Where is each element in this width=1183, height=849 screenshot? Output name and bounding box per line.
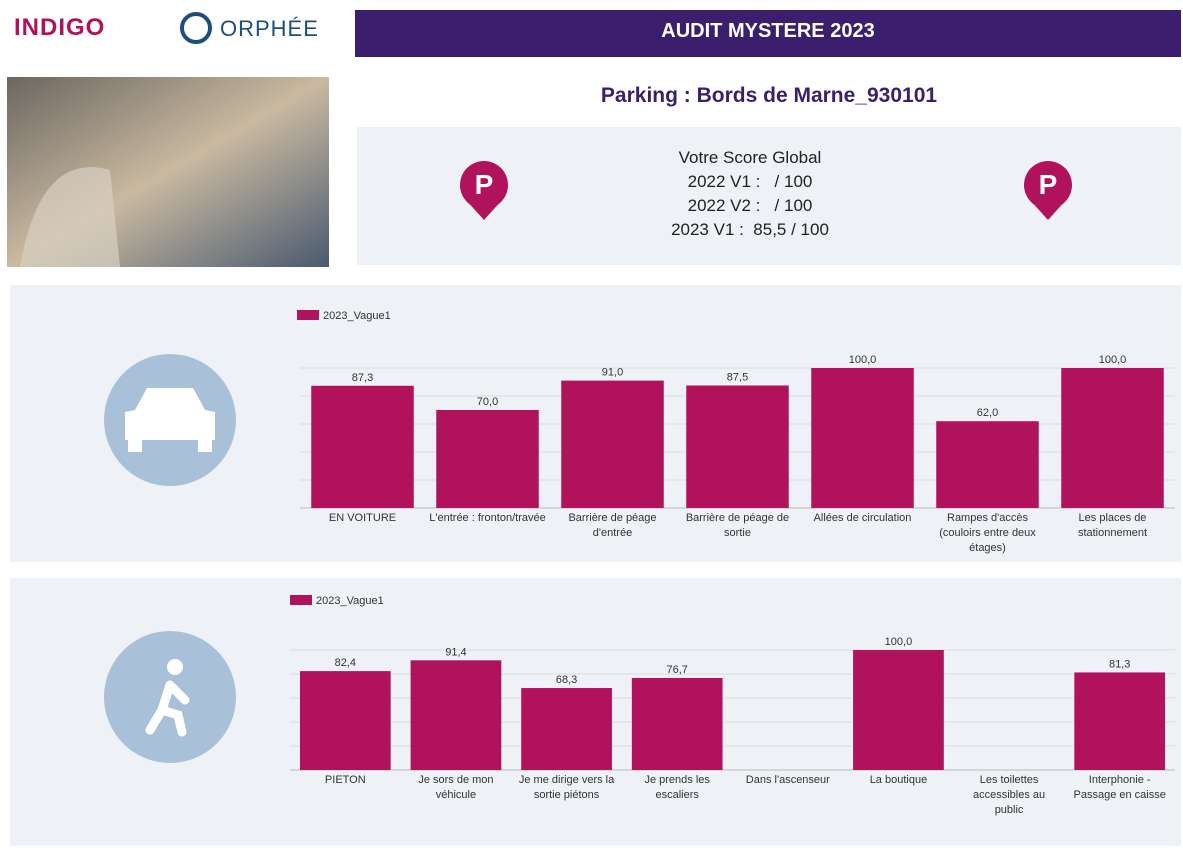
orphee-icon — [180, 12, 212, 44]
value-label: 76,7 — [666, 664, 687, 676]
x-tick-label: Dans l'ascenseur — [745, 774, 830, 786]
logo-indigo: INDIGO — [14, 14, 106, 41]
value-label: 100,0 — [849, 354, 877, 366]
parking-pin — [1024, 161, 1072, 220]
legend-label: 2023_Vague1 — [316, 595, 384, 607]
score-line: Votre Score Global — [678, 148, 822, 167]
score-line: 2022 V1 : / 100 — [687, 172, 813, 191]
bar — [561, 380, 664, 508]
title-bar — [355, 10, 1181, 57]
x-tick-label: Interphonie - Passage en caisse — [1073, 774, 1166, 801]
bar — [1061, 368, 1164, 508]
bar — [853, 650, 944, 770]
bar — [521, 688, 612, 770]
score-block: Votre Score Global 2022 V1 : / 100 2022 V2… — [600, 146, 900, 242]
x-tick-label: Les places de stationnement — [1077, 512, 1148, 539]
photo-detail — [20, 167, 120, 267]
parking-name: Parking : Bords de Marne_930101 — [600, 84, 938, 107]
x-tick-label: Barrière de péage de sortie — [685, 512, 790, 539]
value-label: 87,3 — [352, 372, 373, 384]
legend-swatch — [297, 310, 319, 320]
x-tick-label: Je sors de mon véhicule — [418, 774, 494, 801]
x-tick-label: La boutique — [869, 774, 928, 786]
value-label: 68,3 — [556, 674, 577, 686]
value-label: 81,3 — [1109, 658, 1130, 670]
x-tick-label: Je prends les escaliers — [644, 774, 710, 801]
x-tick-label: Les toilettes accessibles au public — [972, 774, 1046, 816]
x-tick-label: Allées de circulation — [813, 512, 912, 524]
x-tick-label: PIETON — [324, 774, 366, 786]
pin-letter: P — [475, 169, 494, 200]
bar — [436, 410, 539, 508]
score-line: 2022 V2 : / 100 — [687, 196, 813, 215]
pedestrian-icon — [145, 659, 190, 737]
bar — [936, 421, 1039, 508]
value-label: 100,0 — [1099, 354, 1127, 366]
bar — [299, 671, 391, 770]
x-tick-label: Je me dirige vers la sortie piétons — [518, 774, 615, 801]
pin-letter: P — [1039, 169, 1058, 200]
legend-label: 2023_Vague1 — [323, 310, 391, 322]
bar — [811, 368, 914, 508]
bar — [311, 385, 414, 508]
parking-pin — [460, 161, 508, 220]
value-label: 82,4 — [335, 657, 356, 669]
x-tick-label: Rampes d'accès (couloirs entre deux étag… — [939, 512, 1036, 554]
value-label: 91,4 — [445, 646, 466, 658]
x-tick-label: Barrière de péage d'entrée — [568, 512, 657, 539]
value-label: 91,0 — [602, 367, 623, 379]
score-line: 2023 V1 : 85,5 / 100 — [671, 220, 829, 239]
x-tick-label: EN VOITURE — [328, 512, 397, 524]
x-tick-label: L'entrée : fronton/travée — [429, 512, 546, 524]
legend-swatch — [290, 595, 312, 605]
value-label: 87,5 — [727, 372, 748, 384]
car-icon — [125, 388, 215, 452]
bar — [631, 677, 723, 770]
bar — [686, 385, 789, 508]
bar — [1074, 672, 1166, 770]
value-label: 70,0 — [477, 396, 498, 408]
logo-orphee: ORPHÉE — [220, 16, 319, 41]
value-label: 62,0 — [977, 407, 998, 419]
value-label: 100,0 — [885, 636, 913, 648]
title: AUDIT MYSTERE 2023 — [661, 20, 875, 42]
bar — [410, 660, 502, 770]
